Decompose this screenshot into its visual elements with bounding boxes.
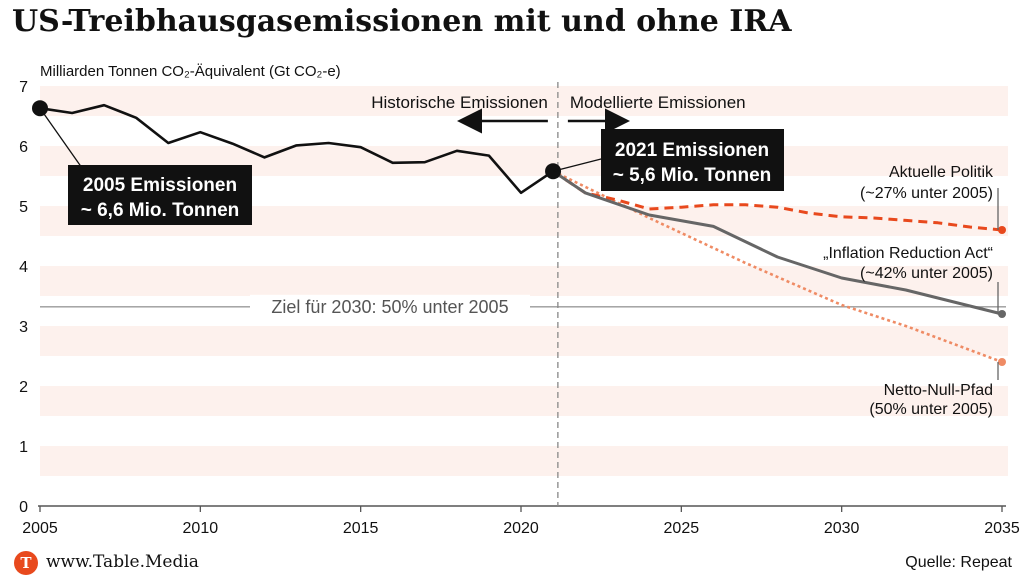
y-tick-label: 4	[19, 259, 28, 276]
x-tick-label: 2035	[984, 520, 1020, 537]
x-axis-ticks: 2005 2010 2015 2020 2025 2030 2035	[22, 506, 1020, 537]
y-tick-label: 7	[19, 79, 28, 96]
y-tick-label: 0	[19, 499, 28, 516]
background-bands	[40, 86, 1008, 476]
net-zero-sublabel: (50% unter 2005)	[869, 401, 993, 418]
annotation-connector-2005	[39, 107, 83, 169]
band	[40, 86, 1008, 116]
band	[40, 326, 1008, 356]
series-line-ira	[552, 169, 1003, 316]
current-policy-label: Aktuelle Politik	[889, 164, 994, 181]
callout-2021-line2: ~ 5,6 Mio. Tonnen	[613, 165, 772, 186]
historical-phase-label: Historische Emissionen	[371, 93, 548, 112]
chart-title: US-Treibhausgasemissionen mit und ohne I…	[12, 4, 792, 39]
y-tick-label: 2	[19, 379, 28, 396]
net-zero-label: Netto-Null-Pfad	[884, 382, 993, 399]
series-line-current_policy	[552, 169, 1003, 232]
footer-site[interactable]: www.Table.Media	[46, 552, 199, 572]
x-tick-label: 2005	[22, 520, 58, 537]
table-media-logo-icon: T	[14, 551, 38, 575]
ira-label: „Inflation Reduction Act“	[823, 245, 993, 262]
callout-2005-line1: 2005 Emissionen	[83, 175, 237, 196]
series-line-historical	[39, 103, 554, 195]
band	[40, 386, 1008, 416]
footer-source: Quelle: Repeat	[905, 554, 1012, 571]
series-layer	[32, 100, 1006, 366]
y-tick-label: 3	[19, 319, 28, 336]
x-tick-label: 2020	[503, 520, 539, 537]
series-end-point-net_zero	[998, 358, 1006, 366]
callout-2005-line2: ~ 6,6 Mio. Tonnen	[81, 200, 240, 221]
callout-2005-box	[68, 165, 252, 225]
series-line-net_zero	[552, 170, 1003, 364]
callout-2021-box	[601, 129, 784, 191]
x-tick-label: 2010	[183, 520, 219, 537]
x-tick-label: 2030	[824, 520, 860, 537]
band	[40, 266, 1008, 296]
target-label: Ziel für 2030: 50% unter 2005	[271, 297, 508, 317]
annotation-connector-2021	[552, 157, 606, 172]
current-policy-sublabel: (~27% unter 2005)	[860, 185, 993, 202]
ira-sublabel: (~42% unter 2005)	[860, 265, 993, 282]
x-tick-label: 2025	[664, 520, 700, 537]
callout-2021-line1: 2021 Emissionen	[615, 140, 769, 161]
series-end-point-current_policy	[998, 226, 1006, 234]
y-tick-label: 5	[19, 199, 28, 216]
target-label-background	[250, 294, 530, 319]
modeled-phase-label: Modellierte Emissionen	[570, 93, 746, 112]
y-tick-label: 6	[19, 139, 28, 156]
y-tick-label: 1	[19, 439, 28, 456]
x-tick-label: 2015	[343, 520, 379, 537]
annotation-connector-ira	[997, 282, 1002, 315]
y-axis-label: Milliarden Tonnen CO₂-Äquivalent (Gt CO₂…	[40, 63, 341, 80]
band	[40, 446, 1008, 476]
y-axis-ticks: 0 1 2 3 4 5 6 7	[19, 79, 28, 516]
